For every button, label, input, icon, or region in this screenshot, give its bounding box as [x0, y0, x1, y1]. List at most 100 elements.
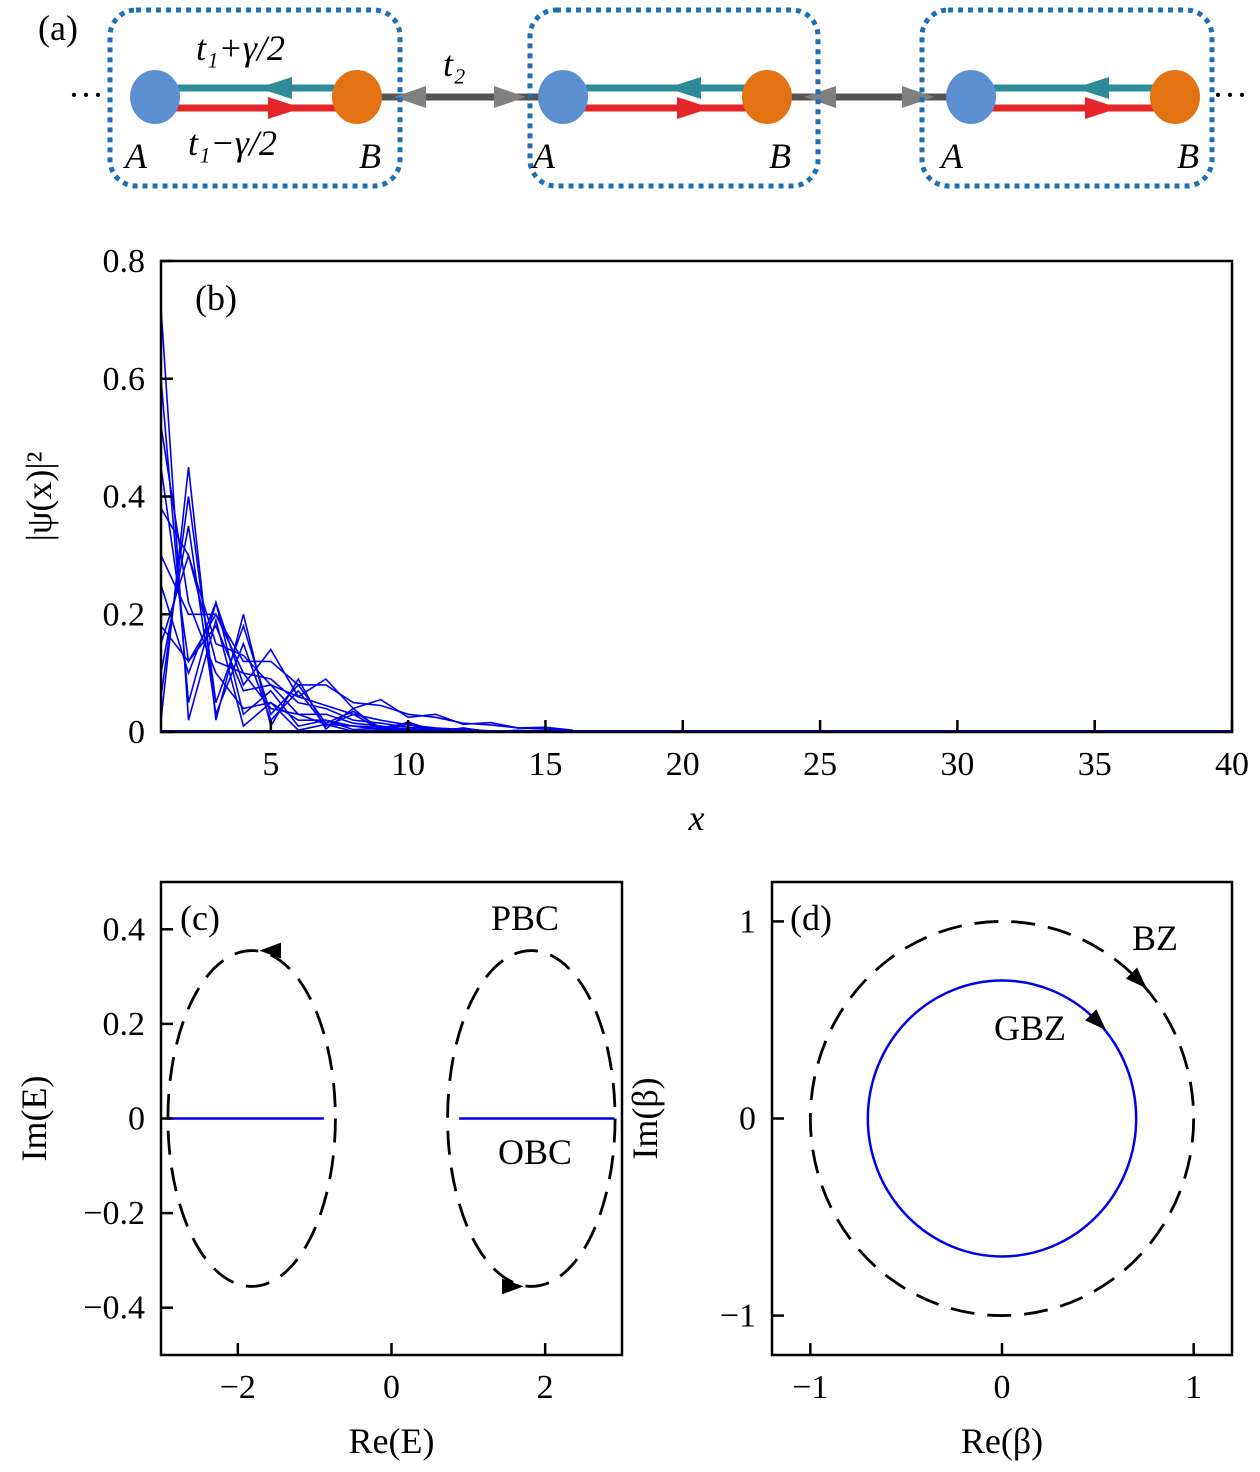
x-tick-label: 30 — [940, 746, 974, 783]
y-tick-label: 0.2 — [103, 596, 146, 633]
axes-frame — [159, 880, 624, 1357]
y-tick-label: 0 — [739, 1101, 756, 1138]
inter-arrow-left-icon — [394, 86, 426, 108]
bz-circle — [808, 920, 1196, 1317]
panel-label-d: (d) — [790, 898, 832, 938]
plot-area — [161, 308, 1232, 732]
hop-label-inter: t₂ — [443, 44, 466, 84]
gbz-arrow-icon — [1085, 1009, 1107, 1031]
x-tick-label: 15 — [528, 746, 562, 783]
gbz-label: GBZ — [994, 1008, 1066, 1048]
site-b — [742, 70, 792, 124]
hop-label-forward: t₁+γ/2 — [196, 28, 285, 68]
site-a — [946, 70, 996, 124]
pbc-loop-2 — [446, 949, 617, 1288]
wavefunction-chart: 5 10 15 20 25 30 35 40 0 0.2 0.4 0.6 0.8 x |ψ(x)|² (b) — [19, 243, 1249, 838]
pbc-label: PBC — [491, 898, 559, 938]
x-tick-label: 25 — [803, 746, 837, 783]
left-ellipsis: ··· — [68, 75, 104, 115]
arrow-right-icon — [1085, 97, 1119, 119]
x-axis-label: Re(β) — [961, 1421, 1043, 1461]
arrow-right-icon — [677, 97, 711, 119]
y-tick-label: 0 — [128, 1101, 145, 1138]
pbc-arrow-left-icon — [259, 942, 282, 959]
y-axis-label: Im(E) — [14, 1076, 54, 1162]
axes-frame — [159, 259, 1234, 734]
inter-arrow-right-icon — [494, 86, 526, 108]
arrow-left-icon — [1075, 77, 1109, 99]
panel-label-a: (a) — [38, 8, 78, 48]
obc-label: OBC — [498, 1132, 572, 1172]
axes-frame — [770, 880, 1234, 1357]
x-tick-label: 20 — [666, 746, 700, 783]
y-tick-label: 0.8 — [103, 243, 146, 280]
bz-arrow-icon — [1125, 967, 1147, 989]
eigenstate-line-12 — [161, 467, 573, 732]
x-axis-label: x — [688, 798, 705, 838]
x-tick-label: 40 — [1215, 746, 1249, 783]
x-tick-label: 0 — [994, 1369, 1011, 1406]
plot-area — [164, 942, 617, 1295]
site-b-label: B — [769, 136, 791, 176]
y-axis-label: |ψ(x)|² — [19, 452, 59, 542]
y-tick-label: −0.2 — [83, 1195, 145, 1232]
x-tick-label: −2 — [220, 1369, 256, 1406]
site-a-label: A — [531, 136, 556, 176]
site-b — [1150, 70, 1200, 124]
x-tick-label: −1 — [792, 1369, 828, 1406]
site-a — [538, 70, 588, 124]
right-ellipsis: ··· — [1212, 75, 1248, 115]
unit-cell-box — [919, 7, 1215, 189]
plot-area — [808, 920, 1196, 1317]
panel-label-b: (b) — [195, 278, 237, 318]
y-tick-label: 0.4 — [103, 479, 146, 516]
y-tick-label: 0.6 — [103, 361, 146, 398]
site-a-label: A — [939, 136, 964, 176]
site-b — [332, 70, 382, 124]
x-axis-label: Re(E) — [349, 1421, 435, 1461]
y-tick-label: −0.4 — [83, 1290, 145, 1327]
arrow-right-icon — [268, 97, 302, 119]
unit-cell-box — [107, 7, 403, 189]
eigenstate-line-4 — [161, 466, 573, 732]
site-a — [130, 70, 180, 124]
y-tick-label: −1 — [720, 1298, 756, 1335]
arrow-left-icon — [258, 77, 292, 99]
eigenstate-line-2 — [161, 378, 573, 732]
gbz-circle — [866, 979, 1138, 1258]
arrow-left-icon — [667, 77, 701, 99]
site-b-label: B — [359, 136, 381, 176]
eigenstate-line-1 — [161, 308, 573, 732]
y-axis-label: Im(β) — [625, 1077, 665, 1159]
brillouin-zone-chart: −1 0 1 −1 0 1 Re(β) Im(β) (d) BZ GBZ — [625, 898, 1202, 1461]
inter-arrow-right-icon — [902, 86, 934, 108]
y-tick-label: 0.2 — [103, 1006, 146, 1043]
x-tick-label: 2 — [537, 1369, 554, 1406]
x-tick-label: 5 — [262, 746, 279, 783]
site-b-label: B — [1177, 136, 1199, 176]
inter-arrow-left-icon — [804, 86, 836, 108]
x-tick-label: 0 — [383, 1369, 400, 1406]
bz-label: BZ — [1132, 918, 1178, 958]
hop-label-backward: t₁−γ/2 — [188, 123, 277, 163]
y-tick-label: 0 — [128, 714, 145, 751]
pbc-loop-1 — [166, 949, 337, 1288]
eigenstate-line-3 — [161, 425, 573, 732]
panel-label-c: (c) — [180, 898, 220, 938]
eigenstate-line-8 — [161, 612, 573, 731]
x-tick-label: 10 — [391, 746, 425, 783]
y-tick-label: 1 — [739, 903, 756, 940]
y-tick-label: 0.4 — [103, 911, 146, 948]
pbc-arrow-right-icon — [501, 1278, 524, 1295]
x-tick-label: 1 — [1185, 1369, 1202, 1406]
x-tick-label: 35 — [1078, 746, 1112, 783]
eigenstate-line-7 — [161, 584, 573, 731]
energy-spectrum-chart: −2 0 2 −0.4 −0.2 0 0.2 0.4 Re(E) Im(E) (c) PBC OBC — [14, 898, 617, 1461]
site-a-label: A — [123, 136, 148, 176]
